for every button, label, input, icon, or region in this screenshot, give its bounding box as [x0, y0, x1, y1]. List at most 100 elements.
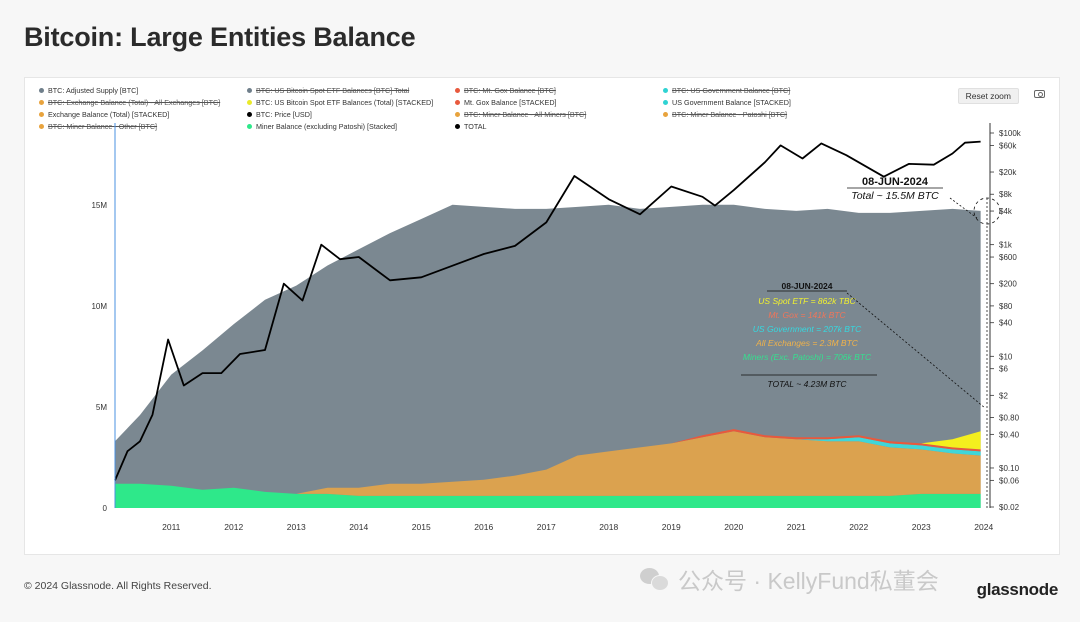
legend-item[interactable]: Miner Balance (excluding Patoshi) [Stack…: [247, 122, 397, 131]
legend-label: BTC: US Bitcoin Spot ETF Balances [BTC] …: [256, 86, 410, 95]
legend-label: Mt. Gox Balance [STACKED]: [464, 98, 557, 107]
camera-icon[interactable]: [1034, 90, 1045, 98]
legend-item[interactable]: BTC: Miner Balance - Patoshi [BTC]: [663, 110, 787, 119]
x-tick-label: 2021: [787, 522, 806, 532]
wechat-icon: [640, 566, 670, 592]
legend-label: BTC: Miner Balance - Patoshi [BTC]: [672, 110, 788, 119]
y-right-tick-label: $0.06: [999, 476, 1020, 485]
y-right-tick-label: $0.10: [999, 464, 1020, 473]
legend-label: BTC: Price [USD]: [256, 110, 312, 119]
legend-swatch: [455, 112, 460, 117]
legend-swatch: [247, 124, 252, 129]
legend-label: BTC: Miner Balance - All Miners [BTC]: [464, 110, 587, 119]
x-tick-label: 2011: [162, 522, 181, 532]
annotation-breakdown-line: US Spot ETF = 862k TBC: [758, 296, 856, 306]
legend-item[interactable]: BTC: US Government Balance [BTC]: [663, 86, 790, 95]
y-right-tick-label: $20k: [999, 168, 1017, 177]
legend-label: Exchange Balance (Total) [STACKED]: [48, 110, 170, 119]
y-right-tick-label: $80: [999, 302, 1013, 311]
x-tick-label: 2022: [849, 522, 868, 532]
legend-label: US Government Balance [STACKED]: [672, 98, 791, 107]
legend-label: BTC: Miner Balance - Other [BTC]: [48, 122, 158, 131]
y-right-tick-label: $0.02: [999, 503, 1020, 512]
glassnode-logo: glassnode: [976, 580, 1059, 599]
legend-item[interactable]: BTC: Miner Balance - All Miners [BTC]: [455, 110, 586, 119]
legend-item[interactable]: BTC: Price [USD]: [247, 110, 312, 119]
chart-panel: BTC: Adjusted Supply [BTC] BTC: US Bitcoi…: [24, 77, 1060, 555]
legend-swatch: [455, 88, 460, 93]
y-left-tick-label: 0: [103, 504, 108, 513]
x-tick-label: 2012: [224, 522, 243, 532]
legend-item[interactable]: BTC: Exchange Balance (Total) - All Exch…: [39, 98, 220, 107]
y-right-tick-label: $40: [999, 319, 1013, 328]
area-adjusted-supply: [115, 204, 981, 508]
annotation-breakdown-line: US Government = 207k BTC: [753, 324, 862, 334]
y-left-tick-label: 15M: [91, 201, 107, 210]
legend-swatch: [663, 88, 668, 93]
legend-swatch: [663, 100, 668, 105]
legend-label: BTC: Exchange Balance (Total) - All Exch…: [48, 98, 221, 107]
legend-label: BTC: US Bitcoin Spot ETF Balances (Total…: [256, 98, 434, 107]
annotation-breakdown-line: Mt. Gox = 141k BTC: [768, 310, 846, 320]
annotation-total-circle: [973, 197, 1001, 225]
annotation-breakdown-line: Miners (Exc. Patoshi) = 706k BTC: [743, 352, 872, 362]
y-right-tick-label: $2: [999, 391, 1008, 400]
reset-zoom-button[interactable]: Reset zoom: [957, 88, 1019, 104]
legend-swatch: [39, 88, 44, 93]
legend-item[interactable]: TOTAL: [455, 122, 487, 131]
x-tick-label: 2023: [912, 522, 931, 532]
annotation-total-text: Total ~ 15.5M BTC: [851, 190, 939, 202]
annotation-breakdown-total: TOTAL ~ 4.23M BTC: [767, 379, 847, 389]
legend-swatch: [39, 100, 44, 105]
area-exchange-balance-total-stacked: [115, 431, 981, 496]
legend-swatch: [39, 112, 44, 117]
legend-label: Miner Balance (excluding Patoshi) [Stack…: [256, 122, 398, 131]
legend-item[interactable]: BTC: Miner Balance - Other [BTC]: [39, 122, 157, 131]
y-left-tick-label: 5M: [96, 403, 107, 412]
legend-label: BTC: Mt. Gox Balance [BTC]: [464, 86, 556, 95]
y-right-tick-label: $10: [999, 352, 1013, 361]
annotation-breakdown-line: All Exchanges = 2.3M BTC: [755, 338, 859, 348]
x-tick-label: 2016: [474, 522, 493, 532]
y-right-tick-label: $4k: [999, 207, 1013, 216]
y-left-tick-label: 10M: [91, 302, 107, 311]
legend-item[interactable]: BTC: Adjusted Supply [BTC]: [39, 86, 138, 95]
legend-item[interactable]: BTC: US Bitcoin Spot ETF Balances (Total…: [247, 98, 433, 107]
watermark: 公众号 · KellyFund私董会: [640, 562, 939, 596]
x-tick-label: 2020: [724, 522, 743, 532]
chart-svg: 0 5M 10M 15M $0.02 $0.06 $0.10 $0.40 $0.80 $2 $6 $1…: [91, 123, 1022, 532]
x-tick-label: 2024: [974, 522, 993, 532]
annotation-breakdown-pointer: [846, 292, 986, 409]
legend-swatch: [247, 112, 252, 117]
x-tick-label: 2019: [662, 522, 681, 532]
legend-item[interactable]: BTC: Mt. Gox Balance [BTC]: [455, 86, 556, 95]
legend-swatch: [455, 100, 460, 105]
legend-swatch: [455, 124, 460, 129]
copyright-text: © 2024 Glassnode. All Rights Reserved.: [24, 580, 212, 592]
y-right-tick-label: $60k: [999, 141, 1017, 150]
x-tick-label: 2014: [349, 522, 368, 532]
y-right-tick-label: $8k: [999, 190, 1013, 199]
legend-swatch: [247, 100, 252, 105]
legend-swatch: [247, 88, 252, 93]
x-tick-label: 2013: [287, 522, 306, 532]
y-right-tick-label: $600: [999, 253, 1017, 262]
legend-item[interactable]: Mt. Gox Balance [STACKED]: [455, 98, 557, 107]
legend-label: TOTAL: [464, 122, 487, 131]
y-right-tick-label: $200: [999, 280, 1017, 289]
legend-label: BTC: Adjusted Supply [BTC]: [48, 86, 139, 95]
annotation-breakdown-date: 08-JUN-2024: [781, 281, 832, 291]
y-right-tick-label: $100k: [999, 129, 1022, 138]
y-right-tick-label: $0.80: [999, 414, 1020, 423]
price-line: [114, 140, 981, 481]
watermark-text: 公众号 · KellyFund私董会: [678, 568, 939, 594]
y-right-tick-label: $1k: [999, 241, 1013, 250]
legend-label: BTC: US Government Balance [BTC]: [672, 86, 791, 95]
legend-item[interactable]: Exchange Balance (Total) [STACKED]: [39, 110, 169, 119]
legend-swatch: [39, 124, 44, 129]
legend-item[interactable]: BTC: US Bitcoin Spot ETF Balances [BTC] …: [247, 86, 409, 95]
x-tick-label: 2018: [599, 522, 618, 532]
legend-swatch: [663, 112, 668, 117]
legend-item[interactable]: US Government Balance [STACKED]: [663, 98, 791, 107]
annotation-total-date: 08-JUN-2024: [862, 176, 929, 188]
